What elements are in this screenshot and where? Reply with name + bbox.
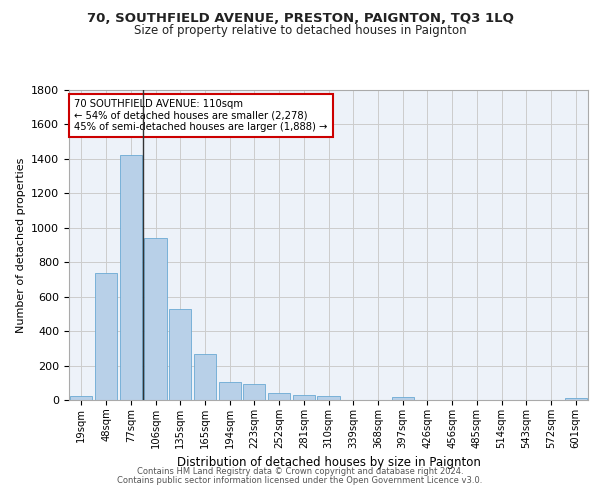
Text: 70 SOUTHFIELD AVENUE: 110sqm
← 54% of detached houses are smaller (2,278)
45% of: 70 SOUTHFIELD AVENUE: 110sqm ← 54% of de… bbox=[74, 100, 328, 132]
Bar bbox=[119, 156, 142, 400]
Text: Contains public sector information licensed under the Open Government Licence v3: Contains public sector information licen… bbox=[118, 476, 482, 485]
Bar bbox=[194, 354, 216, 400]
Bar bbox=[392, 398, 414, 400]
Bar bbox=[317, 396, 340, 400]
Bar bbox=[145, 238, 167, 400]
Bar bbox=[243, 384, 265, 400]
Text: Contains HM Land Registry data © Crown copyright and database right 2024.: Contains HM Land Registry data © Crown c… bbox=[137, 467, 463, 476]
Bar bbox=[565, 398, 587, 400]
Bar bbox=[293, 395, 315, 400]
Y-axis label: Number of detached properties: Number of detached properties bbox=[16, 158, 26, 332]
Bar bbox=[218, 382, 241, 400]
Bar bbox=[268, 393, 290, 400]
X-axis label: Distribution of detached houses by size in Paignton: Distribution of detached houses by size … bbox=[176, 456, 481, 469]
Text: 70, SOUTHFIELD AVENUE, PRESTON, PAIGNTON, TQ3 1LQ: 70, SOUTHFIELD AVENUE, PRESTON, PAIGNTON… bbox=[86, 12, 514, 26]
Bar bbox=[169, 308, 191, 400]
Text: Size of property relative to detached houses in Paignton: Size of property relative to detached ho… bbox=[134, 24, 466, 37]
Bar bbox=[95, 272, 117, 400]
Bar bbox=[70, 396, 92, 400]
